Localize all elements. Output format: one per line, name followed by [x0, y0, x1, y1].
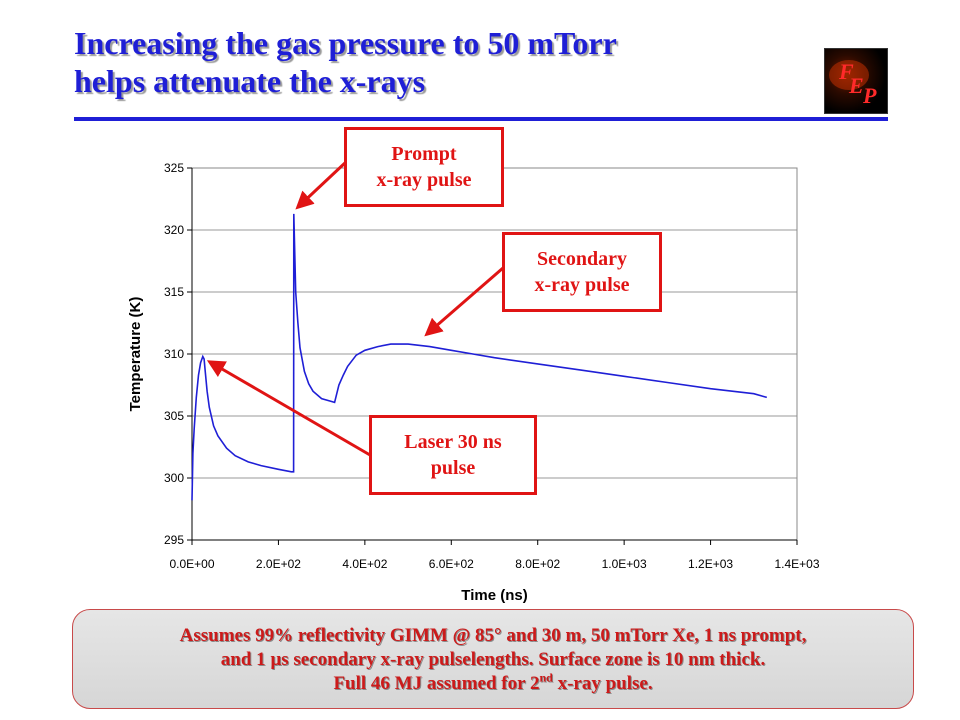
note-line-2-pre: and 1	[220, 649, 271, 670]
slide-title: Increasing the gas pressure to 50 mTorr …	[74, 24, 814, 100]
note-superscript: nd	[539, 670, 553, 685]
prompt-callout-line-2: x-ray pulse	[376, 169, 472, 191]
fep-logo: F E P	[824, 48, 888, 114]
note-line-2: and 1 μs secondary x-ray pulselengths. S…	[73, 648, 913, 672]
prompt-callout-line-1: Prompt	[391, 143, 457, 165]
x-axis-ticks: 0.0E+00 2.0E+02 4.0E+02 6.0E+02 8.0E+02 1.0E+…	[169, 540, 820, 571]
note-line-1: Assumes 99% reflectivity GIMM @ 85° and …	[179, 625, 807, 646]
temperature-series-line	[191, 213, 768, 501]
laser-callout: Laser 30 ns pulse	[369, 415, 537, 495]
laser-arrow	[206, 360, 371, 457]
y-tick-label: 315	[164, 285, 184, 299]
secondary-callout-line-2: x-ray pulse	[534, 274, 630, 296]
title-underline	[74, 117, 888, 121]
x-tick-label: 8.0E+02	[515, 557, 560, 571]
x-axis-title: Time (ns)	[461, 587, 527, 604]
secondary-callout: Secondary x-ray pulse	[502, 232, 662, 312]
prompt-callout: Prompt x-ray pulse	[344, 127, 504, 207]
y-axis-title: Temperature (K)	[127, 297, 144, 412]
title-line-1: Increasing the gas pressure to 50 mTorr	[74, 25, 617, 61]
title-line-2: helps attenuate the x-rays	[74, 63, 426, 99]
y-tick-label: 325	[164, 161, 184, 175]
x-tick-label: 6.0E+02	[429, 557, 474, 571]
secondary-arrow	[424, 266, 504, 337]
laser-callout-line-2: pulse	[430, 457, 476, 479]
y-tick-label: 300	[164, 471, 184, 485]
x-tick-label: 2.0E+02	[256, 557, 301, 571]
prompt-arrow	[295, 160, 348, 210]
y-axis-ticks: 295 300 305 310 315 320 325	[164, 161, 192, 547]
svg-text:E: E	[848, 73, 864, 98]
y-tick-label: 295	[164, 533, 184, 547]
note-line-2-post: s secondary x-ray pulselengths. Surface …	[281, 649, 766, 670]
y-tick-label: 305	[164, 409, 184, 423]
assumptions-note: Assumes 99% reflectivity GIMM @ 85° and …	[72, 609, 914, 709]
note-line-3: Full 46 MJ assumed for 2nd x-ray pulse.	[73, 672, 913, 696]
svg-text:F: F	[838, 59, 854, 84]
x-tick-label: 1.0E+03	[602, 557, 647, 571]
callout-arrows	[206, 160, 504, 457]
fep-logo-graphic: F E P	[829, 59, 877, 108]
note-line-3-post: x-ray pulse.	[552, 673, 653, 694]
note-line-3-pre: Full 46 MJ assumed for 2	[333, 673, 540, 694]
x-tick-label: 4.0E+02	[342, 557, 387, 571]
y-tick-label: 310	[164, 347, 184, 361]
laser-callout-line-1: Laser 30 ns	[404, 431, 502, 453]
secondary-callout-line-1: Secondary	[537, 248, 627, 270]
x-tick-label: 1.2E+03	[688, 557, 733, 571]
svg-text:P: P	[862, 83, 877, 108]
x-tick-label: 1.4E+03	[774, 557, 819, 571]
x-tick-label: 0.0E+00	[169, 557, 214, 571]
note-mu-symbol: μ	[270, 649, 282, 670]
y-tick-label: 320	[164, 223, 184, 237]
